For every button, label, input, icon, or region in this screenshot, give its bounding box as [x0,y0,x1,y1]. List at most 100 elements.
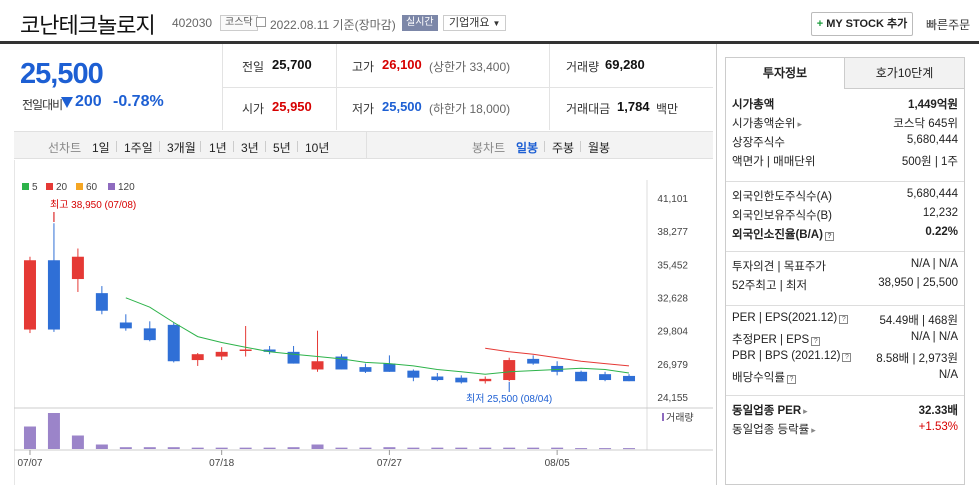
candle-body [47,260,60,330]
candle-body [71,256,84,280]
down-arrow-icon [61,97,73,108]
volume-bar [23,426,36,449]
info-panel: 투자정보 호가10단계 시가총액 1,449억원 시가총액순위 ▸ 코스닥 645위 상장… [725,57,965,485]
help-icon[interactable]: ? [842,353,852,362]
candle-body [431,376,444,381]
change-percent: -0.78% [113,93,164,110]
info-row: 동일업종 PER ▸ 32.33배 [732,402,958,420]
info-row: 외국인한도주식수(A) 5,680,444 [732,188,958,206]
volume-bar [623,448,636,450]
candle-body [287,351,300,364]
help-icon[interactable]: ? [811,337,821,346]
divider [200,141,201,152]
info-key: 시가총액 [732,99,775,111]
info-value: 12,232 [922,207,958,219]
caret-right-icon[interactable]: ▸ [803,406,808,416]
info-row: PER | EPS(2021.12)? 54.49배 | 468원 [732,312,958,330]
info-value: 5,680,444 [906,134,958,146]
period-1d[interactable]: 1일 [92,141,110,155]
group-divider [726,181,964,182]
candle-monthly[interactable]: 월봉 [588,141,611,155]
volume-bar [575,448,588,450]
caret-right-icon[interactable]: ▸ [811,425,816,435]
help-icon[interactable]: ? [839,315,849,324]
tab-investment-info[interactable]: 투자정보 [726,58,845,89]
legend-text: 120 [118,182,135,193]
volume-bar [431,447,444,449]
lower-limit: (하한가 18,000) [429,102,511,116]
volume-bar [143,447,156,449]
info-value: 8.58배 | 2,973원 [876,353,958,365]
volume-bar [167,447,180,449]
header-divider [0,41,979,44]
info-key: 상장주식수 [732,137,785,149]
volume-bar [383,447,396,449]
legend-ma20: 20 [46,182,67,193]
volume-bar [119,447,132,449]
company-overview-select[interactable]: 기업개요 ▼ [443,15,507,31]
x-tick-label: 08/05 [545,458,570,469]
ma20-line [485,347,630,367]
quick-order-link[interactable]: 빠른주문 [926,18,971,32]
calendar-icon [256,17,266,27]
candle-body [95,293,108,311]
info-row: 외국인보유주식수(B) 12,232 [732,207,958,225]
info-row: 투자의견 | 목표주가 N/A | N/A [732,258,958,276]
y-tick-label: 32,628 [657,294,688,305]
legend-swatch [76,183,83,190]
low-annotation: 최저 25,500 (08/04) [466,393,552,405]
period-1w[interactable]: 1주일 [124,141,153,155]
tab-orderbook[interactable]: 호가10단계 [845,58,964,89]
volume-bar [47,413,60,449]
info-row: PBR | BPS (2021.12)? 8.58배 | 2,973원 [732,350,958,368]
y-tick-label: 24,155 [657,393,688,404]
high-value: 26,100 [382,57,422,72]
info-value: +1.53% [918,421,958,433]
candle-body [479,378,492,382]
high-label: 고가 [352,60,375,74]
stock-code: 402030 [172,16,213,30]
legend-text: 20 [56,182,68,193]
candle-body [503,360,516,381]
caret-right-icon[interactable]: ▸ [797,119,803,129]
period-1y[interactable]: 1년 [209,141,227,155]
candle-daily[interactable]: 일봉 [516,141,539,155]
y-tick-label: 35,452 [657,260,688,271]
group-divider [726,395,964,396]
company-overview-label: 기업개요 [449,17,490,29]
volume-bar [287,447,300,449]
info-row: 추정PER | EPS? N/A | N/A [732,331,958,349]
group-divider [726,305,964,306]
info-row: 외국인소진율(B/A)? 0.22% [732,226,958,244]
period-5y[interactable]: 5년 [273,141,291,155]
volume-bar [599,448,612,450]
candle-body [191,354,204,361]
period-10y[interactable]: 10년 [305,141,330,155]
candle-body [263,349,276,352]
help-icon[interactable]: ? [786,375,796,384]
x-tick-label: 07/27 [377,458,402,469]
period-3y[interactable]: 3년 [241,141,259,155]
volume-bar [503,447,516,449]
info-value: N/A [938,369,958,381]
volume-bar [359,447,372,449]
info-value: 38,950 | 25,500 [878,277,958,289]
period-3m[interactable]: 3개월 [167,141,196,155]
divider [222,87,713,88]
x-tick-label: 07/18 [209,458,234,469]
volume-bar [311,444,324,449]
info-row: 배당수익률? N/A [732,369,958,387]
info-value: N/A | N/A [910,331,958,343]
divider [233,141,234,152]
candlestick-chart[interactable]: 41,101 38,277 35,452 32,628 29,804 26,979 24,1… [14,160,713,485]
info-row: 동일업종 등락률 ▸ +1.53% [732,421,958,439]
change-value: 200 [75,93,102,110]
candle-body [215,351,228,357]
divider [159,141,160,152]
help-icon[interactable]: ? [824,232,834,241]
my-stock-add-button[interactable]: + MY STOCK 추가 [811,12,913,36]
chevron-down-icon: ▼ [492,19,501,28]
candle-weekly[interactable]: 주봉 [552,141,575,155]
info-row: 시가총액 1,449억원 [732,96,958,114]
realtime-button[interactable]: 실시간 [402,15,438,31]
